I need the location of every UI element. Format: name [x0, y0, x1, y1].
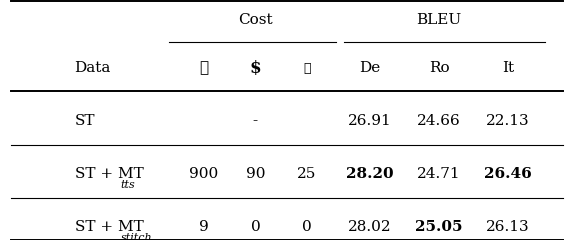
Text: 22.13: 22.13 [486, 114, 530, 128]
Text: 900: 900 [189, 167, 218, 181]
Text: BLEU: BLEU [417, 13, 461, 27]
Text: -: - [253, 114, 258, 128]
Text: 25.05: 25.05 [416, 220, 463, 234]
Text: Ro: Ro [429, 61, 449, 75]
Text: tts: tts [121, 180, 135, 190]
Text: ST: ST [75, 114, 95, 128]
Text: It: It [502, 61, 514, 75]
Text: stitch: stitch [121, 233, 153, 240]
Text: De: De [359, 61, 381, 75]
Text: 26.91: 26.91 [348, 114, 392, 128]
Text: $: $ [250, 60, 261, 77]
Text: 24.66: 24.66 [417, 114, 461, 128]
Text: 24.71: 24.71 [417, 167, 461, 181]
Text: 25: 25 [297, 167, 317, 181]
Text: 28.20: 28.20 [347, 167, 394, 181]
Text: 🗄: 🗄 [303, 62, 311, 75]
Text: Data: Data [75, 61, 111, 75]
Text: 26.13: 26.13 [486, 220, 530, 234]
Text: ST + MT: ST + MT [75, 220, 144, 234]
Text: 9: 9 [199, 220, 208, 234]
Text: Cost: Cost [238, 13, 273, 27]
Text: ⌚: ⌚ [199, 61, 208, 75]
Text: 28.02: 28.02 [348, 220, 392, 234]
Text: 0: 0 [302, 220, 312, 234]
Text: 90: 90 [246, 167, 265, 181]
Text: 0: 0 [251, 220, 260, 234]
Text: 26.46: 26.46 [484, 167, 532, 181]
Text: ST + MT: ST + MT [75, 167, 144, 181]
